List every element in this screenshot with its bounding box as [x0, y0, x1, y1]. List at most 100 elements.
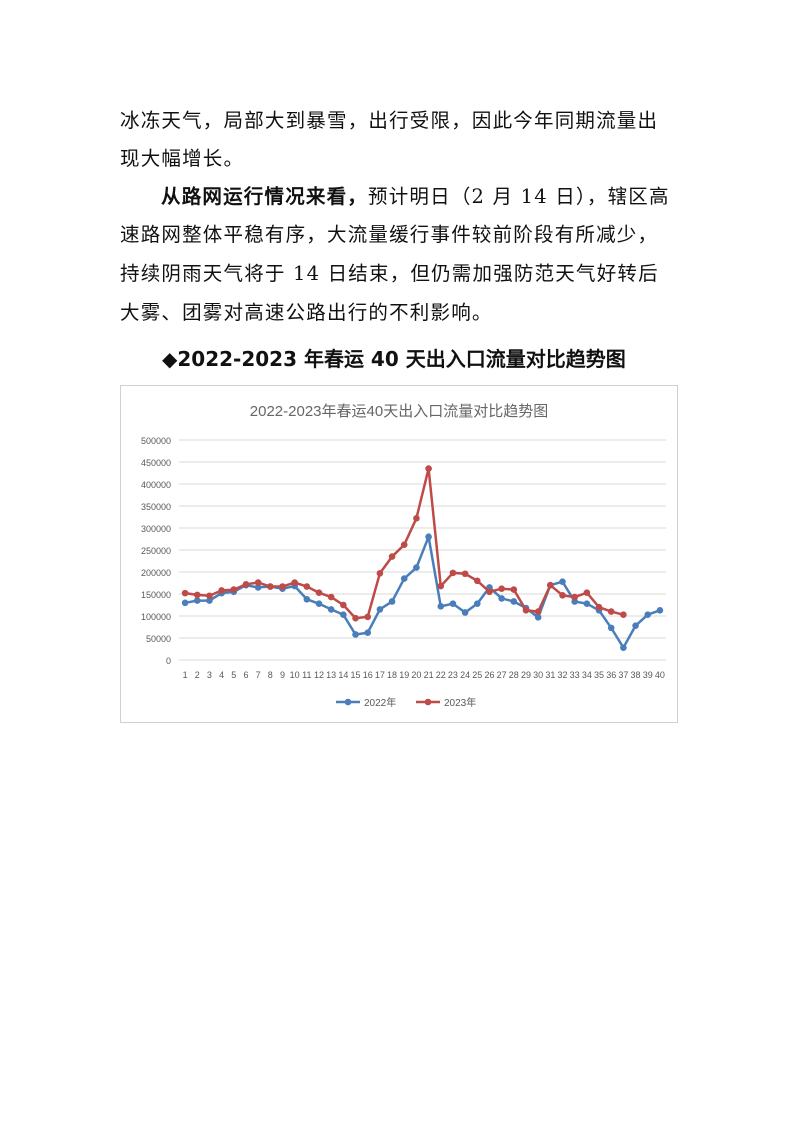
data-point	[559, 578, 566, 585]
x-tick-label: 32	[558, 670, 568, 680]
legend-label: 2023年	[444, 696, 476, 709]
data-point	[388, 598, 396, 605]
data-point	[388, 553, 396, 560]
data-point	[267, 583, 274, 590]
data-point	[413, 515, 420, 522]
x-tick-label: 12	[314, 670, 324, 680]
data-point	[607, 608, 615, 615]
data-point	[620, 611, 627, 618]
x-tick-label: 14	[338, 670, 348, 680]
data-point	[400, 541, 408, 549]
section-heading: ◆2022-2023 年春运 40 天出入口流量对比趋势图	[162, 347, 626, 371]
data-point	[583, 589, 591, 596]
data-point	[656, 606, 664, 614]
paragraph-line: 冰冻天气，局部大到暴雪，出行受限，因此今年同期流量出	[120, 109, 659, 132]
x-tick-label: 31	[545, 670, 555, 680]
y-tick-label: 300000	[141, 524, 171, 534]
data-point	[498, 595, 505, 602]
legend-label: 2022年	[364, 696, 396, 709]
data-point	[571, 593, 578, 601]
data-point	[193, 591, 201, 599]
x-tick-label: 23	[448, 670, 458, 680]
data-point	[413, 564, 420, 571]
data-point	[449, 600, 457, 607]
x-tick-label: 16	[363, 670, 373, 680]
data-point	[206, 597, 213, 604]
x-tick-label: 17	[375, 670, 385, 680]
y-tick-label: 500000	[141, 436, 171, 446]
y-tick-label: 0	[166, 656, 171, 666]
data-point	[340, 611, 347, 618]
data-point	[534, 608, 542, 615]
data-point	[376, 570, 384, 577]
x-tick-label: 9	[280, 670, 285, 680]
data-point	[303, 595, 311, 603]
x-tick-label: 26	[484, 670, 494, 680]
x-tick-label: 8	[268, 670, 273, 680]
x-tick-label: 30	[533, 670, 543, 680]
x-tick-label: 28	[509, 670, 519, 680]
line-chart: 2022-2023年春运40天出入口流量对比趋势图 0 50000 100000 15…	[120, 385, 678, 723]
data-point	[230, 586, 238, 593]
data-point	[620, 644, 627, 651]
data-point	[193, 597, 201, 604]
data-point	[498, 585, 505, 593]
y-tick-label: 100000	[141, 612, 171, 622]
x-tick-label: 11	[302, 670, 311, 680]
x-tick-label: 2	[195, 670, 200, 680]
x-tick-label: 25	[472, 670, 482, 680]
paragraph-line: 现大幅增长。	[120, 147, 245, 170]
x-tick-label: 39	[643, 670, 653, 680]
data-point	[352, 631, 359, 638]
data-point	[473, 577, 481, 585]
x-tick-label: 15	[351, 670, 361, 680]
paragraph-line: 持续阴雨天气将于 14 日结束，但仍需加强防范天气好转后	[120, 262, 659, 285]
y-tick-label: 200000	[141, 568, 171, 578]
x-tick-label: 18	[387, 670, 397, 680]
data-point	[315, 589, 323, 596]
data-point	[486, 588, 493, 596]
x-tick-label: 13	[326, 670, 336, 680]
data-point	[218, 587, 225, 594]
chart-svg: 2022-2023年春运40天出入口流量对比趋势图 05000010000015…	[141, 403, 666, 709]
data-point	[352, 614, 359, 622]
x-tick-label: 20	[411, 670, 421, 680]
data-point	[181, 589, 189, 597]
y-tick-label: 350000	[141, 502, 171, 512]
y-tick-label: 150000	[141, 590, 171, 600]
data-point	[607, 624, 615, 632]
data-point	[254, 579, 262, 586]
data-point	[425, 465, 432, 472]
x-tick-label: 29	[521, 670, 531, 680]
data-point	[376, 606, 384, 613]
x-tick-label: 38	[631, 670, 641, 680]
legend-marker	[344, 698, 352, 706]
data-point	[559, 592, 566, 599]
y-tick-label: 400000	[141, 480, 171, 490]
series-line-2022年	[184, 532, 661, 651]
data-point	[242, 581, 250, 588]
data-point	[510, 598, 518, 605]
y-tick-label: 450000	[141, 458, 171, 468]
data-point	[583, 600, 591, 607]
x-tick-label: 33	[570, 670, 580, 680]
paragraph-lead: 从路网运行情况来看，	[161, 185, 369, 208]
data-point	[400, 575, 408, 582]
data-point	[425, 533, 432, 541]
x-tick-label: 21	[424, 670, 434, 680]
data-point	[595, 603, 603, 611]
x-tick-label: 27	[497, 670, 507, 680]
paragraph-line: 从路网运行情况来看，预计明日（2 月 14 日），辖区高	[161, 180, 670, 209]
data-point	[315, 600, 323, 607]
data-point	[547, 581, 554, 589]
x-tick-label: 34	[582, 670, 592, 680]
x-tick-label: 40	[655, 670, 665, 680]
x-tick-label: 24	[460, 670, 470, 680]
paragraph-line: 速路网整体平稳有序，大流量缓行事件较前阶段有所减少，	[120, 223, 659, 246]
data-point	[437, 603, 445, 610]
x-tick-label: 6	[243, 670, 248, 680]
x-tick-label: 10	[290, 670, 300, 680]
data-point	[632, 622, 639, 629]
data-point	[364, 613, 372, 621]
x-tick-label: 35	[594, 670, 604, 680]
